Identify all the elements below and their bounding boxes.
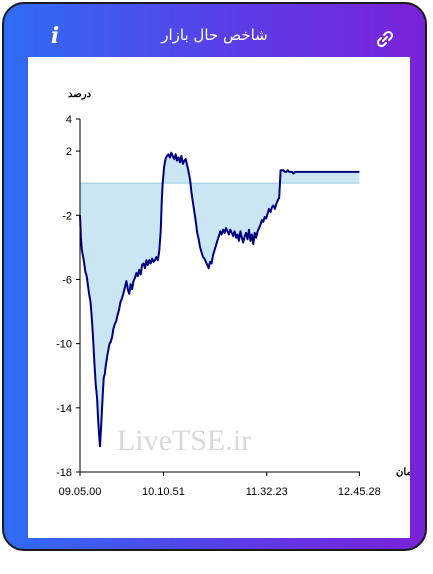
y-tick-label: 4: [66, 114, 72, 126]
link-icon-glyph: [376, 30, 394, 48]
market-index-chart: LiveTSE.ir 4 2 -2 -6 -10 -14 -18 09.05.00 10.10.…: [56, 89, 417, 498]
x-tick-label: 09.05.00: [59, 486, 102, 498]
series-area: [80, 152, 360, 447]
y-tick-label: -6: [62, 274, 72, 286]
x-axis-label: زمان: [396, 467, 410, 478]
x-tick-label: 11.32.23: [246, 486, 288, 498]
app-window: i شاخص حال بازار LiveTSE.ir 4 2 -2 -6 -10 -14…: [2, 2, 427, 551]
y-axis-label: درصد: [68, 89, 92, 100]
x-tick-label: 10.10.51: [142, 486, 185, 498]
page-title: شاخص حال بازار: [161, 26, 268, 44]
x-tick-label: 12.45.28: [338, 486, 381, 498]
header-bar: i شاخص حال بازار: [4, 4, 425, 56]
y-tick-label: -14: [56, 403, 72, 415]
y-tick-label: -2: [62, 210, 72, 222]
link-icon[interactable]: [374, 28, 396, 50]
y-tick-label: -10: [56, 339, 72, 351]
info-icon[interactable]: i: [50, 23, 60, 49]
watermark: LiveTSE.ir: [117, 424, 251, 457]
y-tick-label: 2: [66, 146, 72, 158]
y-tick-label: -18: [56, 467, 72, 479]
series-line: [79, 151, 360, 448]
chart-panel: LiveTSE.ir 4 2 -2 -6 -10 -14 -18 09.05.00 10.10.…: [28, 57, 417, 538]
